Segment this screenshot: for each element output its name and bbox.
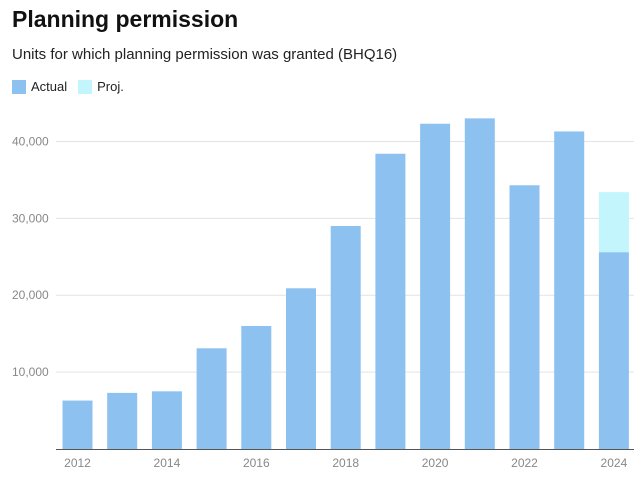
y-tick-label: 30,000 [12, 211, 49, 225]
y-tick-label: 10,000 [12, 365, 49, 379]
bar-actual-2013[interactable] [107, 392, 138, 449]
x-tick-label: 2022 [511, 456, 538, 470]
x-tick-label: 2014 [154, 456, 181, 470]
bar-actual-2024[interactable] [598, 252, 629, 449]
bar-actual-2020[interactable] [420, 123, 451, 449]
bar-proj-2024[interactable] [598, 192, 629, 253]
legend-label-actual: Actual [31, 79, 68, 94]
x-tick-label: 2016 [243, 456, 270, 470]
legend-swatch-proj [78, 79, 93, 94]
y-tick-label: 40,000 [12, 134, 49, 148]
legend-item-actual[interactable]: Actual [12, 79, 67, 94]
bar-actual-2022[interactable] [509, 185, 540, 449]
bar-actual-2012[interactable] [62, 400, 93, 449]
x-tick-label: 2024 [601, 456, 628, 470]
x-tick-label: 2020 [422, 456, 449, 470]
bar-actual-2016[interactable] [241, 325, 272, 449]
bar-actual-2015[interactable] [196, 348, 227, 449]
x-tick-label: 2012 [64, 456, 91, 470]
bar-actual-2023[interactable] [554, 131, 585, 449]
legend-item-proj[interactable]: Proj. [78, 79, 124, 94]
y-tick-label: 20,000 [12, 288, 49, 302]
legend-swatch-actual [12, 79, 26, 94]
bar-actual-2017[interactable] [286, 288, 316, 449]
bar-actual-2021[interactable] [464, 118, 495, 449]
legend-label-proj: Proj. [97, 79, 124, 94]
bar-actual-2018[interactable] [330, 226, 361, 449]
x-tick-label: 2018 [332, 456, 359, 470]
chart-title: Planning permission [12, 6, 239, 32]
x-axis: 2012 2014 2016 2018 2020 2022 2024 [56, 449, 634, 470]
y-axis: 10,000 20,000 30,000 40,000 [12, 134, 49, 379]
chart-subtitle: Units for which planning permission was … [12, 46, 398, 63]
bar-actual-2014[interactable] [151, 391, 182, 449]
bar-actual-2019[interactable] [375, 153, 406, 449]
legend: Actual Proj. [12, 79, 135, 94]
bars [62, 118, 629, 449]
